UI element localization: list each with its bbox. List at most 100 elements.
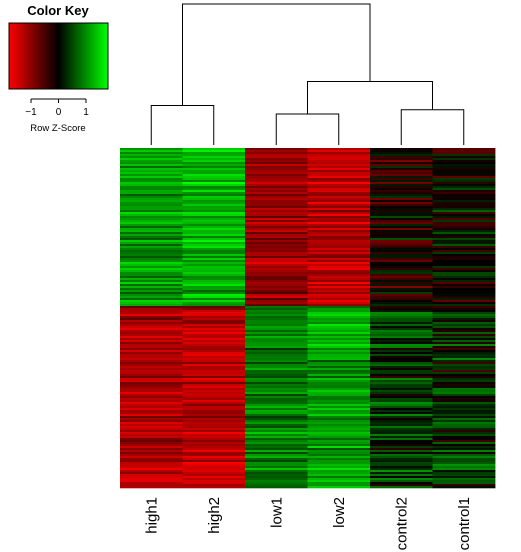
heatmap-cell <box>120 420 183 423</box>
heatmap-cell <box>120 460 183 463</box>
heatmap-cell <box>182 362 246 365</box>
heatmap-cell <box>245 346 308 349</box>
heatmap-cell <box>120 180 183 183</box>
heatmap-cell <box>182 374 246 377</box>
heatmap-cell <box>245 332 308 335</box>
heatmap-cell <box>245 436 308 439</box>
heatmap-cell <box>182 170 246 173</box>
heatmap-cell <box>182 280 246 283</box>
heatmap-cell <box>245 452 308 455</box>
heatmap-cell <box>182 342 246 345</box>
heatmap-cell <box>120 160 183 163</box>
heatmap-cell <box>432 230 496 233</box>
heatmap-cell <box>370 256 433 259</box>
heatmap-cell <box>120 302 183 305</box>
heatmap-cell <box>120 258 183 261</box>
heatmap-cell <box>182 294 246 297</box>
heatmap-cell <box>245 344 308 347</box>
heatmap-cell <box>245 320 308 323</box>
heatmap-cell <box>182 164 246 167</box>
heatmap-cell <box>245 174 308 177</box>
heatmap-cell <box>307 420 371 423</box>
dendrogram-branch <box>150 105 215 145</box>
heatmap-cell <box>245 376 308 379</box>
heatmap-cell <box>182 224 246 227</box>
heatmap-cell <box>432 310 496 313</box>
heatmap-cell <box>432 324 496 327</box>
heatmap-cell <box>307 210 371 213</box>
heatmap-cell <box>245 406 308 409</box>
heatmap-cell <box>370 394 433 397</box>
heatmap-cell <box>370 202 433 205</box>
heatmap-cell <box>307 356 371 359</box>
heatmap-cell <box>182 438 246 441</box>
heatmap-cell <box>120 296 183 299</box>
heatmap-cell <box>120 330 183 333</box>
heatmap-cell <box>245 270 308 273</box>
heatmap-cell <box>370 472 433 475</box>
heatmap-cell <box>245 242 308 245</box>
heatmap-cell <box>432 398 496 401</box>
heatmap-cell <box>307 458 371 461</box>
heatmap-cell <box>370 380 433 383</box>
heatmap-cell <box>370 222 433 225</box>
heatmap-cell <box>245 210 308 213</box>
heatmap-cell <box>245 192 308 195</box>
heatmap-cell <box>370 248 433 251</box>
heatmap-cell <box>182 240 246 243</box>
heatmap-cell <box>245 232 308 235</box>
heatmap-cell <box>432 290 496 293</box>
heatmap-cell <box>432 436 496 439</box>
heatmap-cell <box>120 412 183 415</box>
heatmap-cell <box>307 338 371 341</box>
heatmap-cell <box>182 420 246 423</box>
heatmap-cell <box>370 288 433 291</box>
heatmap-cell <box>432 208 496 211</box>
heatmap-cell <box>307 198 371 201</box>
heatmap-cell <box>120 376 183 379</box>
heatmap-cell <box>182 218 246 221</box>
heatmap-cell <box>370 224 433 227</box>
heatmap-cell <box>120 448 183 451</box>
heatmap-cell <box>182 202 246 205</box>
heatmap-cell <box>245 328 308 331</box>
heatmap-cell <box>120 242 183 245</box>
heatmap-cell <box>120 282 183 285</box>
heatmap-cell <box>120 340 183 343</box>
heatmap-cell <box>245 464 308 467</box>
heatmap-cell <box>245 378 308 381</box>
heatmap-cell <box>245 412 308 415</box>
heatmap-cell <box>245 198 308 201</box>
heatmap-cell <box>120 182 183 185</box>
heatmap-cell <box>245 442 308 445</box>
heatmap-cell <box>245 402 308 405</box>
heatmap-cell <box>370 332 433 335</box>
heatmap-cell <box>120 424 183 427</box>
heatmap-cell <box>432 198 496 201</box>
heatmap-cell <box>370 174 433 177</box>
heatmap-cell <box>182 284 246 287</box>
heatmap-cell <box>370 294 433 297</box>
heatmap-cell <box>307 154 371 157</box>
heatmap-cell <box>432 430 496 433</box>
heatmap-cell <box>120 294 183 297</box>
heatmap-cell <box>432 222 496 225</box>
heatmap-cell <box>182 474 246 477</box>
heatmap-cell <box>307 430 371 433</box>
heatmap-cell <box>307 168 371 171</box>
heatmap-cell <box>432 404 496 407</box>
heatmap-cell <box>432 258 496 261</box>
heatmap-cell <box>120 480 183 483</box>
heatmap-cell <box>307 156 371 159</box>
heatmap-cell <box>245 446 308 449</box>
heatmap-cell <box>307 390 371 393</box>
heatmap-cell <box>370 404 433 407</box>
heatmap-cell <box>432 206 496 209</box>
heatmap-cell <box>182 446 246 449</box>
color-key-gradient <box>8 22 109 90</box>
heatmap-cell <box>370 262 433 265</box>
heatmap-cell <box>432 168 496 171</box>
heatmap-cell <box>432 410 496 413</box>
heatmap-cell <box>307 260 371 263</box>
